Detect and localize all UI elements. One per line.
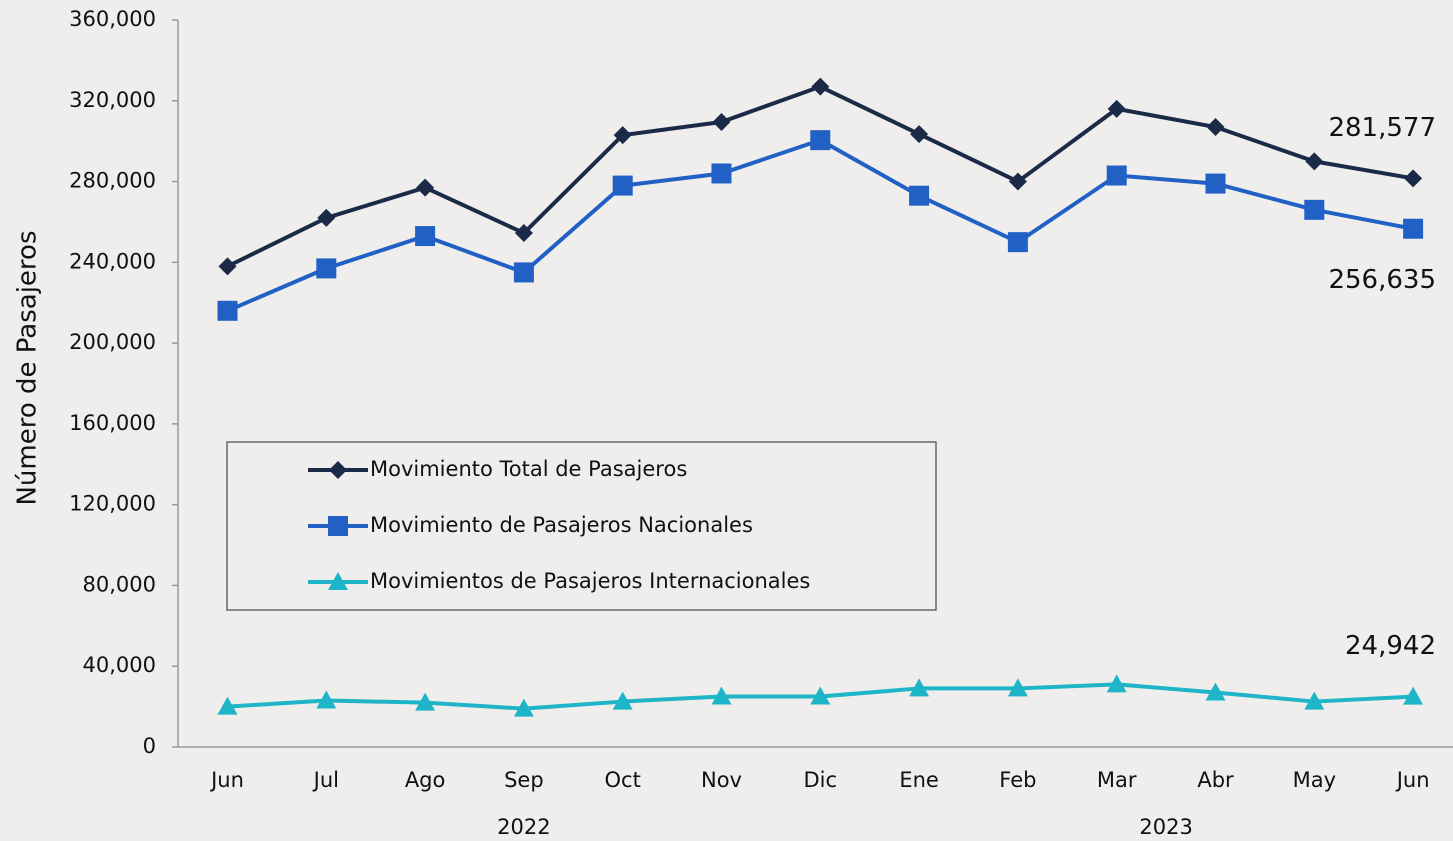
- point: [1404, 169, 1423, 188]
- point: [1008, 172, 1027, 191]
- x-tick-label: Abr: [1197, 768, 1234, 792]
- point: [217, 300, 238, 321]
- legend-marker: [329, 461, 347, 479]
- point: [1205, 682, 1226, 701]
- y-tick-label: 240,000: [69, 249, 156, 273]
- x-group-label: 2023: [1139, 815, 1192, 839]
- series-line: [226, 84, 1414, 269]
- x-tick-label: Dic: [804, 768, 838, 792]
- legend-label: Movimientos de Pasajeros Internacionales: [370, 569, 810, 593]
- point: [1403, 218, 1424, 239]
- x-group-label: 2022: [497, 815, 550, 839]
- x-tick-label: Jul: [312, 768, 339, 792]
- x-tick-label: Jun: [209, 768, 244, 792]
- point: [416, 178, 435, 197]
- point: [1106, 674, 1127, 693]
- point: [317, 208, 336, 227]
- point: [218, 257, 237, 276]
- y-tick-label: 320,000: [69, 88, 156, 112]
- point: [415, 692, 436, 711]
- legend: Movimiento Total de Pasajeros Movimiento …: [226, 441, 937, 611]
- x-tick-label: Ago: [405, 768, 446, 792]
- point: [1106, 165, 1127, 186]
- x-tick-label: Sep: [504, 768, 544, 792]
- point: [1305, 152, 1324, 171]
- y-tick-label: 360,000: [69, 7, 156, 31]
- legend-marker: [328, 516, 348, 536]
- data-label: 281,577: [1328, 113, 1436, 143]
- x-tick-label: May: [1293, 768, 1336, 792]
- legend-box: [226, 441, 937, 611]
- x-tick-label: Nov: [701, 768, 742, 792]
- x-tick-label: Mar: [1097, 768, 1137, 792]
- point: [810, 130, 831, 151]
- y-tick-label: 160,000: [69, 411, 156, 435]
- y-tick-label: 280,000: [69, 169, 156, 193]
- point: [1205, 173, 1226, 194]
- y-tick-label: 120,000: [69, 492, 156, 516]
- point: [909, 678, 930, 697]
- point: [316, 690, 337, 709]
- y-tick-label: 200,000: [69, 330, 156, 354]
- point: [1403, 686, 1424, 705]
- data-label: 24,942: [1345, 631, 1436, 661]
- point: [1304, 199, 1325, 220]
- point: [514, 224, 533, 243]
- point: [1107, 99, 1126, 118]
- x-tick-label: Feb: [999, 768, 1036, 792]
- point: [217, 696, 238, 715]
- y-tick-label: 80,000: [83, 572, 156, 596]
- point: [711, 163, 732, 184]
- point: [612, 175, 633, 196]
- point: [1007, 232, 1028, 253]
- point: [1007, 678, 1028, 697]
- point: [1304, 691, 1325, 710]
- y-tick-label: 0: [143, 734, 156, 758]
- legend-marker: [328, 572, 348, 590]
- x-tick-label: Ene: [899, 768, 939, 792]
- x-tick-label: Jun: [1395, 768, 1430, 792]
- point: [513, 698, 534, 717]
- x-tick-label: Oct: [605, 768, 641, 792]
- legend-label: Movimiento de Pasajeros Nacionales: [370, 513, 753, 537]
- point: [711, 686, 732, 705]
- y-tick-label: 40,000: [83, 653, 156, 677]
- point: [811, 77, 830, 96]
- point: [712, 112, 731, 131]
- point: [810, 686, 831, 705]
- legend-label: Movimiento Total de Pasajeros: [370, 457, 687, 481]
- point: [909, 185, 930, 206]
- point: [910, 125, 929, 144]
- point: [415, 226, 436, 247]
- series-line: [226, 138, 1414, 313]
- point: [513, 262, 534, 283]
- point: [1206, 118, 1225, 137]
- data-label: 256,635: [1328, 265, 1436, 295]
- point: [316, 258, 337, 279]
- point: [613, 126, 632, 145]
- point: [612, 691, 633, 710]
- y-axis-label: Número de Pasajeros: [13, 230, 43, 505]
